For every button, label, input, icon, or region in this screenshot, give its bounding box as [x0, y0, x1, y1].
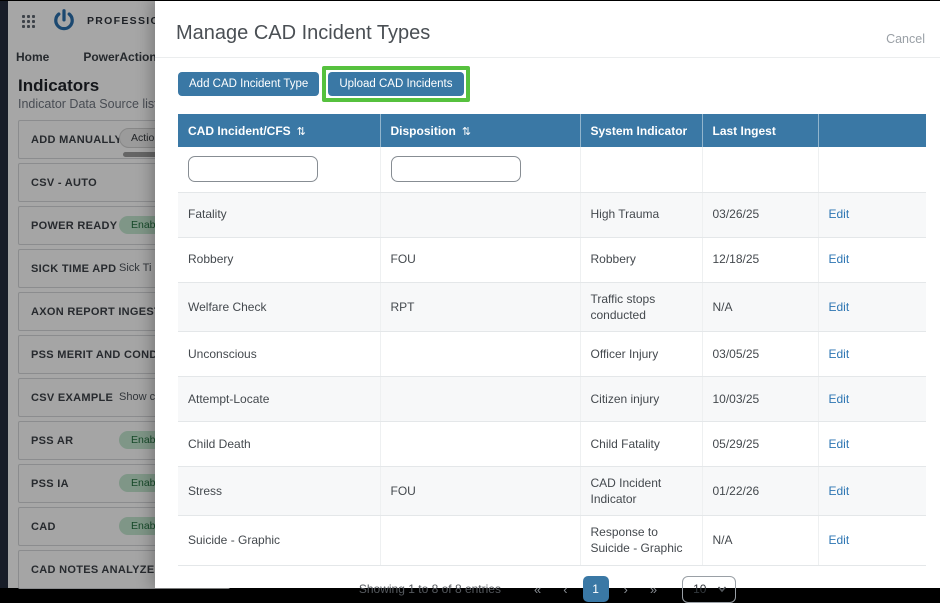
prev-page-button[interactable]: ‹: [563, 581, 568, 597]
edit-link[interactable]: Edit: [828, 436, 850, 451]
col-actions: [818, 114, 926, 147]
source-note: Sick Ti: [119, 262, 152, 274]
upload-cad-incidents-button[interactable]: Upload CAD Incidents: [328, 72, 464, 96]
edit-link[interactable]: Edit: [828, 299, 850, 314]
table-row: Attempt-Locate Citizen injury 10/03/25 E…: [178, 376, 926, 422]
manage-cad-incident-types-modal: Manage CAD Incident Types Cancel Add CAD…: [155, 0, 940, 603]
edit-link[interactable]: Edit: [828, 346, 850, 361]
modal-title: Manage CAD Incident Types: [176, 22, 431, 44]
page-size-select[interactable]: 10: [682, 575, 737, 603]
filter-row: [178, 147, 926, 193]
edit-link[interactable]: Edit: [828, 207, 850, 222]
col-system-indicator: System Indicator: [580, 114, 703, 147]
edit-link[interactable]: Edit: [828, 252, 850, 267]
table-row: Suicide - Graphic Response to Suicide - …: [178, 515, 926, 566]
table-row: Child Death Child Fatality 05/29/25 Edit: [178, 421, 926, 467]
next-page-button[interactable]: ›: [623, 581, 628, 597]
table-row: Robbery FOU Robbery 12/18/25 Edit: [178, 237, 926, 283]
current-page-button[interactable]: 1: [582, 576, 609, 603]
edit-link[interactable]: Edit: [828, 533, 850, 548]
edit-link[interactable]: Edit: [828, 391, 850, 406]
sort-icon[interactable]: ⇅: [296, 125, 306, 138]
collapsed-dark-sidebar: [0, 0, 8, 588]
table-header-row: CAD Incident/CFS ⇅ Disposition ⇅ System In…: [178, 114, 926, 147]
edit-link[interactable]: Edit: [828, 483, 850, 498]
col-cad-incident-cfs[interactable]: CAD Incident/CFS ⇅: [178, 114, 381, 147]
modal-header: Manage CAD Incident Types Cancel: [155, 0, 940, 57]
power-logo-icon: [54, 9, 74, 31]
filter-cad-incident-input[interactable]: [188, 156, 318, 183]
table-row: Stress FOU CAD Incident Indicator 01/22/…: [178, 466, 926, 517]
app-launcher-icon[interactable]: [22, 14, 35, 28]
pagination: Showing 1 to 8 of 8 entries « ‹ 1 › » 10: [155, 575, 940, 603]
modal-actions: Add CAD Incident Type Upload CAD Inciden…: [155, 58, 940, 108]
source-note: Show c: [119, 391, 156, 403]
nav-home[interactable]: Home: [16, 50, 50, 64]
cancel-button[interactable]: Cancel: [886, 32, 925, 46]
screen-top-edge: [0, 0, 940, 1]
highlight-annotation: Upload CAD Incidents: [322, 66, 470, 102]
first-page-button[interactable]: «: [533, 581, 542, 597]
chevron-down-icon: [718, 586, 727, 593]
add-cad-incident-type-button[interactable]: Add CAD Incident Type: [178, 72, 320, 96]
col-last-ingest: Last Ingest: [702, 114, 819, 147]
table-row: Fatality High Trauma 03/26/25 Edit: [178, 192, 926, 238]
page-title: Indicators: [18, 76, 100, 95]
incident-types-table: CAD Incident/CFS ⇅ Disposition ⇅ System In…: [178, 114, 926, 566]
entries-summary: Showing 1 to 8 of 8 entries: [358, 582, 501, 597]
table-row: Unconscious Officer Injury 03/05/25 Edit: [178, 331, 926, 377]
divider: [155, 57, 940, 58]
table-row: Welfare Check RPT Traffic stops conducte…: [178, 282, 926, 332]
actions-dropdown-bar: [123, 152, 185, 157]
page-subtitle: Indicator Data Source list: [18, 97, 158, 111]
filter-disposition-input[interactable]: [390, 156, 521, 183]
col-disposition[interactable]: Disposition ⇅: [380, 114, 581, 147]
sort-icon[interactable]: ⇅: [461, 125, 472, 138]
last-page-button[interactable]: »: [649, 581, 658, 597]
